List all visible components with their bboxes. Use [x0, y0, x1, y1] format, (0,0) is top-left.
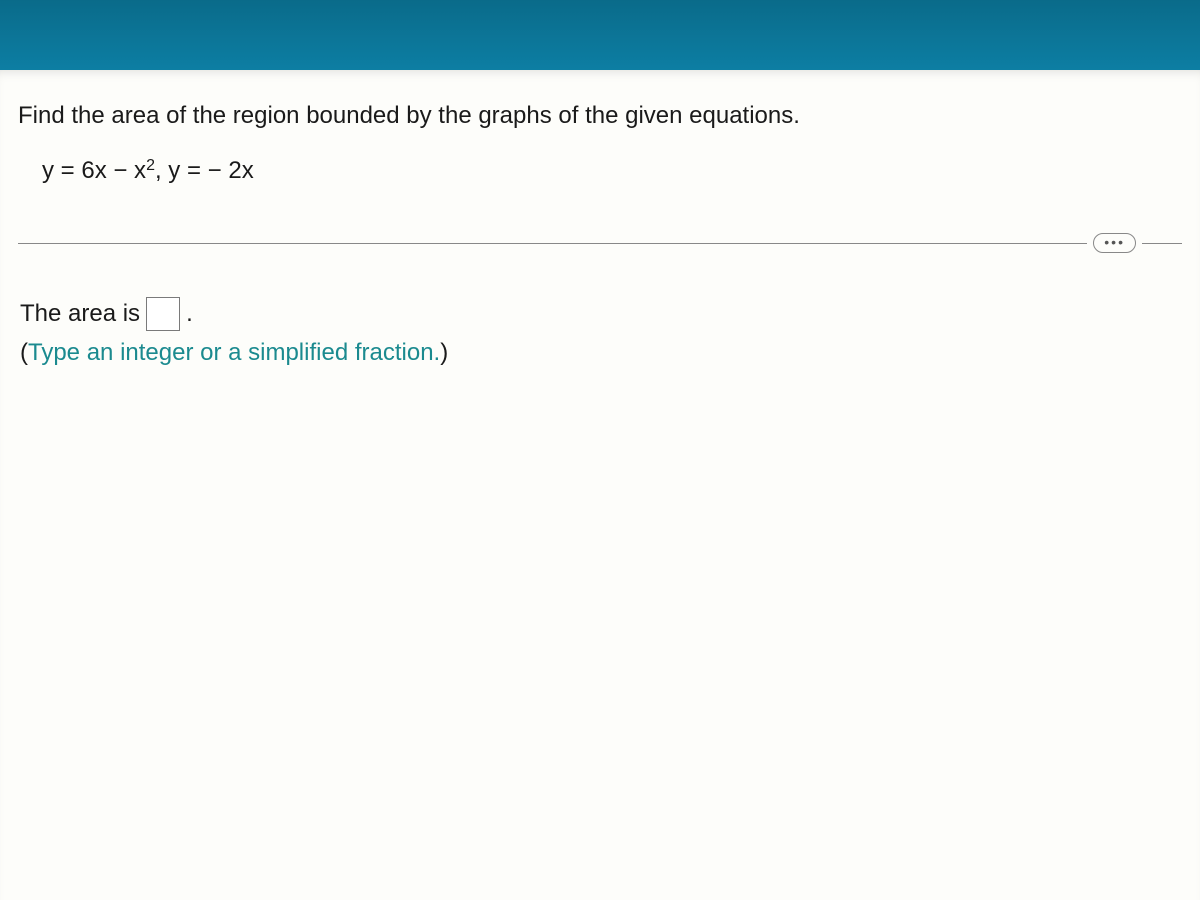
equation-part-1: y = 6x − x [42, 157, 146, 184]
equation-exponent: 2 [146, 157, 155, 174]
question-equations: y = 6x − x2, y = − 2x [42, 156, 1182, 185]
hint-close-paren: ) [440, 339, 448, 366]
app-header-bar [0, 0, 1200, 70]
question-panel: Find the area of the region bounded by t… [0, 70, 1200, 900]
answer-lead-text: The area is [20, 300, 140, 328]
answer-trail-text: . [186, 300, 193, 328]
more-options-button[interactable]: ••• [1093, 233, 1136, 253]
question-prompt: Find the area of the region bounded by t… [18, 98, 1182, 134]
section-divider: ••• [18, 233, 1182, 253]
area-answer-input[interactable] [146, 297, 180, 331]
divider-line-right [1142, 243, 1182, 244]
equation-part-2: , y = − 2x [155, 157, 254, 184]
answer-hint: (Type an integer or a simplified fractio… [20, 339, 1182, 367]
answer-section: The area is . (Type an integer or a simp… [20, 297, 1182, 367]
divider-line-left [18, 243, 1087, 244]
answer-line: The area is . [20, 297, 1182, 331]
hint-open-paren: ( [20, 339, 28, 366]
hint-text: Type an integer or a simplified fraction… [28, 339, 440, 366]
